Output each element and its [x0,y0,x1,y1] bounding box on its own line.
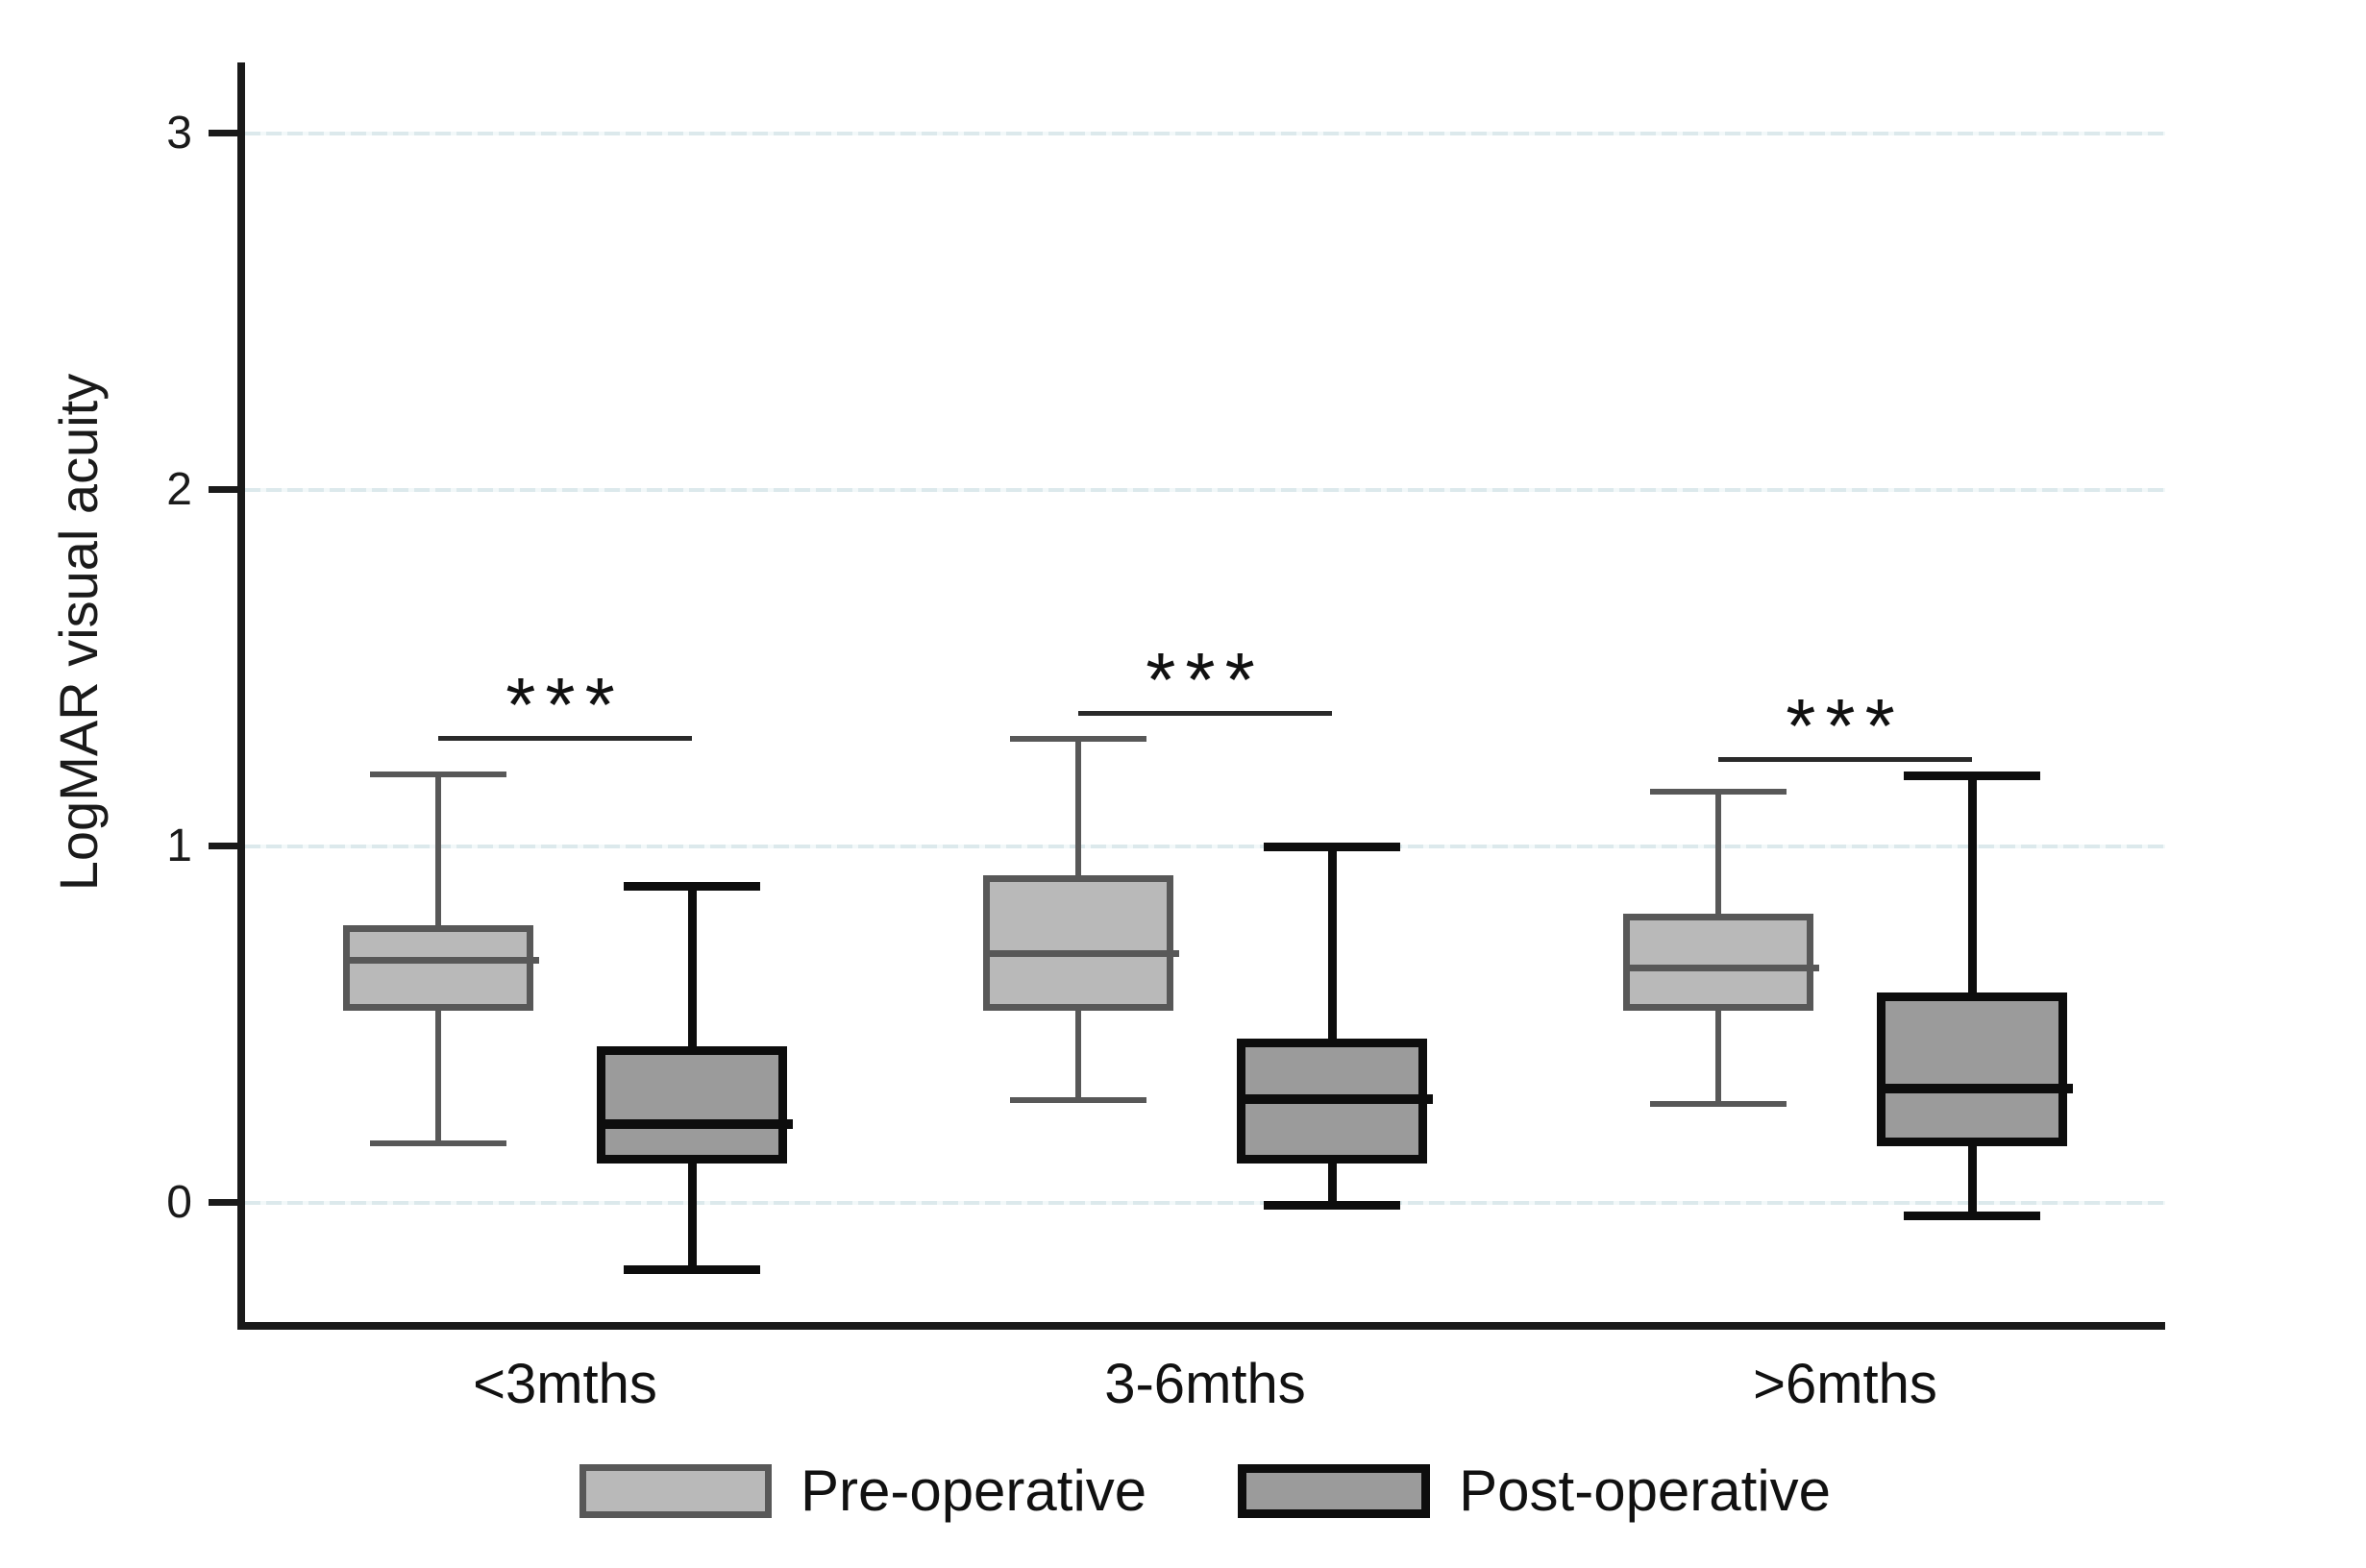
whisker-stem-top-post-operative-36mths [1327,846,1337,1040]
y-tick-label-2: 2 [166,464,192,515]
whisker-stem-top-pre-operative-36mths [1075,739,1081,875]
y-tick-2 [209,486,237,493]
whisker-stem-bottom-pre-operative-3mths [435,1010,441,1142]
whisker-stem-top-post-operative-6mths [1967,774,1977,993]
significance-bar-2 [1718,757,1972,763]
median-pre-operative-3mths [343,957,539,965]
legend-entry-pre-operative: Pre-operative [579,1462,1146,1520]
x-axis-line [237,1322,2165,1330]
post-operative-swatch-icon [1238,1464,1431,1518]
whisker-cap-bottom-post-operative-6mths [1904,1212,2040,1221]
whisker-cap-bottom-pre-operative-3mths [370,1139,506,1146]
whisker-cap-top-post-operative-6mths [1904,771,2040,780]
y-tick-label-1: 1 [166,821,192,871]
y-tick-1 [209,843,237,849]
box-post-operative-3mths [597,1045,787,1164]
significance-stars-2: *** [1786,683,1905,770]
median-post-operative-6mths [1877,1084,2073,1094]
y-tick-label-3: 3 [166,108,192,159]
y-axis-title: LogMAR visual acuity [48,373,109,892]
whisker-stem-top-post-operative-3mths [687,885,697,1046]
whisker-stem-top-pre-operative-3mths [435,774,441,925]
whisker-stem-bottom-pre-operative-6mths [1715,1010,1721,1104]
significance-bar-0 [438,735,692,741]
median-post-operative-36mths [1237,1094,1433,1105]
whisker-stem-bottom-post-operative-6mths [1967,1145,1977,1214]
gridline-y-0 [245,1201,2165,1205]
whisker-stem-top-pre-operative-6mths [1715,793,1721,915]
whisker-cap-top-post-operative-3mths [624,881,760,891]
significance-bar-1 [1078,711,1332,717]
pre-operative-swatch-icon [579,1464,772,1518]
whisker-cap-top-post-operative-36mths [1264,843,1400,851]
median-pre-operative-36mths [983,949,1179,957]
gridline-y-2 [245,488,2165,492]
box-pre-operative-36mths [983,874,1173,1011]
x-axis-label-2: >6mths [1753,1353,1937,1415]
median-post-operative-3mths [597,1119,793,1130]
y-tick-0 [209,1199,237,1206]
median-pre-operative-6mths [1623,964,1819,971]
legend: Pre-operative Post-operative [0,1462,2366,1520]
whisker-cap-bottom-pre-operative-6mths [1650,1101,1787,1108]
box-pre-operative-6mths [1623,914,1813,1011]
y-tick-label-0: 0 [166,1177,192,1228]
significance-stars-1: *** [1146,637,1265,723]
gridline-y-1 [245,845,2165,848]
x-axis-label-1: 3-6mths [1104,1353,1306,1415]
legend-label-post-operative: Post-operative [1459,1458,1832,1523]
box-pre-operative-3mths [343,924,533,1011]
whisker-stem-bottom-pre-operative-36mths [1075,1010,1081,1100]
whisker-cap-bottom-pre-operative-36mths [1010,1097,1146,1104]
legend-label-pre-operative: Pre-operative [800,1458,1147,1523]
x-axis-label-0: <3mths [473,1353,657,1415]
significance-stars-0: *** [505,661,625,747]
legend-entry-post-operative: Post-operative [1238,1462,1831,1520]
box-post-operative-6mths [1877,992,2067,1146]
y-axis-line [237,62,245,1330]
y-tick-3 [209,130,237,136]
whisker-cap-top-pre-operative-6mths [1650,789,1787,796]
whisker-cap-top-pre-operative-3mths [370,771,506,777]
gridline-y-3 [245,132,2165,135]
whisker-cap-bottom-post-operative-36mths [1264,1201,1400,1210]
whisker-stem-bottom-post-operative-36mths [1327,1164,1337,1203]
whisker-stem-bottom-post-operative-3mths [687,1164,697,1267]
whisker-cap-bottom-post-operative-3mths [624,1264,760,1274]
whisker-cap-top-pre-operative-36mths [1010,735,1146,742]
